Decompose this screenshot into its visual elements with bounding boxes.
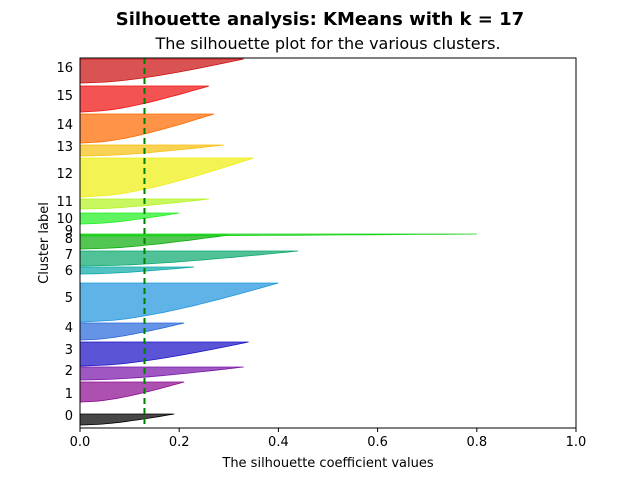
cluster-band-2 <box>79 366 244 381</box>
x-axis-label: The silhouette coefficient values <box>221 456 433 471</box>
cluster-band-6 <box>79 266 195 275</box>
figure-suptitle: Silhouette analysis: KMeans with k = 17 <box>116 9 524 30</box>
x-axis: 0.0 0.2 0.4 0.6 0.8 1.0 <box>70 428 587 450</box>
cluster-band-10 <box>79 212 180 225</box>
cluster-label-14: 14 <box>56 118 73 133</box>
cluster-label-8: 8 <box>65 232 73 247</box>
cluster-label-0: 0 <box>65 409 73 424</box>
cluster-band-0 <box>79 413 175 426</box>
cluster-band-9 <box>79 233 477 237</box>
cluster-label-13: 13 <box>56 140 73 155</box>
cluster-label-2: 2 <box>65 364 73 379</box>
chart-title: The silhouette plot for the various clus… <box>154 34 500 53</box>
cluster-label-10: 10 <box>56 212 73 227</box>
cluster-label-15: 15 <box>56 89 73 104</box>
cluster-label-12: 12 <box>56 167 73 182</box>
y-axis-label: Cluster label <box>37 202 52 284</box>
cluster-band-5 <box>79 282 279 323</box>
cluster-label-9: 9 <box>65 224 73 239</box>
cluster-label-4: 4 <box>65 321 73 336</box>
axes-frame <box>79 57 577 429</box>
x-tick-label: 0.6 <box>367 435 388 450</box>
x-tick-label: 0.0 <box>70 435 91 450</box>
cluster-label-3: 3 <box>65 343 73 358</box>
x-tick-label: 1.0 <box>566 435 587 450</box>
cluster-band-13 <box>79 144 224 157</box>
cluster-label-1: 1 <box>65 387 73 402</box>
cluster-band-16 <box>79 58 244 84</box>
cluster-band-14 <box>79 113 215 144</box>
cluster-band-3 <box>79 341 249 367</box>
cluster-band-4 <box>79 322 185 341</box>
cluster-label-11: 11 <box>56 195 73 210</box>
cluster-label-6: 6 <box>65 264 73 279</box>
cluster-band-8 <box>79 234 229 250</box>
x-tick-label: 0.4 <box>268 435 289 450</box>
cluster-label-16: 16 <box>56 61 73 76</box>
x-tick-label: 0.2 <box>169 435 190 450</box>
plot-area <box>79 58 477 428</box>
cluster-band-1 <box>79 381 185 403</box>
cluster-label-5: 5 <box>65 291 73 306</box>
x-tick-label: 0.8 <box>466 435 487 450</box>
cluster-label-7: 7 <box>65 248 73 263</box>
cluster-band-12 <box>79 157 254 198</box>
cluster-band-7 <box>79 250 299 267</box>
